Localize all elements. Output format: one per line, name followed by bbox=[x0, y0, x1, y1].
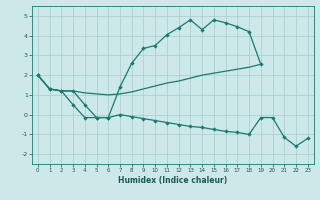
X-axis label: Humidex (Indice chaleur): Humidex (Indice chaleur) bbox=[118, 176, 228, 185]
